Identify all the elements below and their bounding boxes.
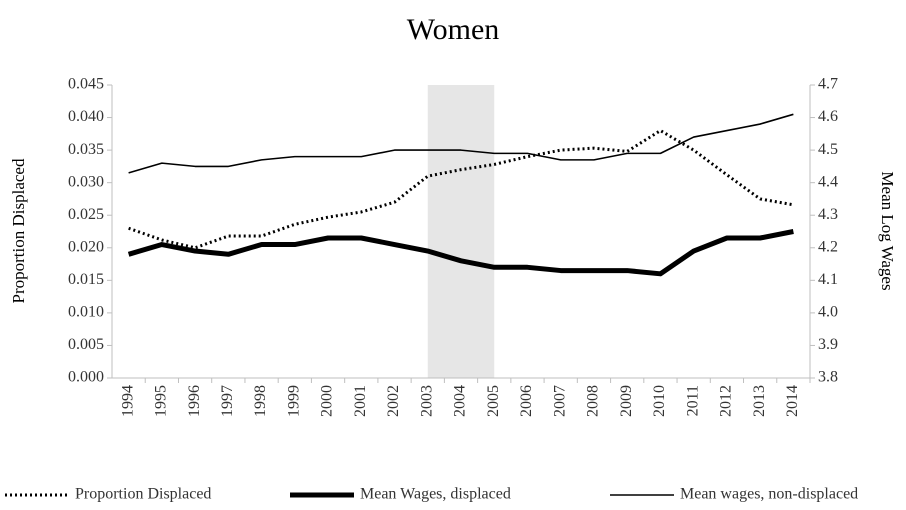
x-tick-label: 2013	[751, 385, 768, 417]
x-tick-label: 2011	[684, 385, 701, 416]
y2-tick-label: 4.7	[818, 76, 838, 93]
x-tick-label: 2008	[585, 385, 602, 417]
shaded-region	[427, 85, 495, 378]
y2-tick-label: 4.2	[818, 238, 838, 255]
y-tick-label: 0.015	[68, 271, 104, 288]
y-tick-label: 0.010	[68, 304, 104, 321]
y2-axis-label: Mean Log Wages	[878, 171, 897, 290]
x-tick-label: 1997	[219, 385, 236, 417]
x-tick-label: 2012	[718, 385, 735, 417]
x-tick-label: 2009	[618, 385, 635, 417]
legend-label: Mean wages, non-displaced	[680, 486, 858, 503]
series-line	[127, 229, 794, 277]
y2-tick-label: 4.0	[818, 304, 838, 321]
x-tick-label: 2001	[352, 385, 369, 417]
y-axis-label: Proportion Displaced	[9, 158, 28, 303]
legend-label: Mean Wages, displaced	[360, 486, 511, 503]
y2-tick-label: 4.6	[818, 108, 838, 125]
x-tick-label: 2007	[551, 385, 568, 417]
x-tick-label: 1999	[285, 385, 302, 417]
y-tick-label: 0.005	[68, 336, 104, 353]
y2-tick-label: 3.9	[818, 336, 838, 353]
y-tick-label: 0.035	[68, 141, 104, 158]
x-tick-label: 2002	[385, 385, 402, 417]
x-tick-label: 1994	[119, 385, 136, 417]
y-tick-label: 0.020	[68, 238, 104, 255]
series-line	[128, 113, 794, 174]
series-line	[128, 129, 794, 250]
y-tick-label: 0.030	[68, 173, 104, 190]
x-tick-label: 2004	[452, 385, 469, 417]
y-tick-label: 0.025	[68, 206, 104, 223]
x-tick-label: 2000	[319, 385, 336, 417]
y2-tick-label: 4.3	[818, 206, 838, 223]
x-tick-label: 1998	[252, 385, 269, 417]
y2-tick-label: 4.4	[818, 173, 838, 190]
chart-title: Women	[407, 13, 500, 46]
y2-tick-label: 4.1	[818, 271, 838, 288]
y-tick-label: 0.045	[68, 76, 104, 93]
x-tick-label: 1995	[153, 385, 170, 417]
x-tick-label: 2003	[418, 385, 435, 417]
x-tick-label: 2014	[784, 385, 801, 417]
y2-tick-label: 4.5	[818, 141, 838, 158]
x-tick-label: 2006	[518, 385, 535, 417]
y-tick-label: 0.000	[68, 369, 104, 386]
legend-label: Proportion Displaced	[75, 486, 211, 503]
x-tick-label: 1996	[186, 385, 203, 417]
y-tick-label: 0.040	[68, 108, 104, 125]
x-tick-label: 2005	[485, 385, 502, 417]
y2-tick-label: 3.8	[818, 369, 838, 386]
x-tick-label: 2010	[651, 385, 668, 417]
